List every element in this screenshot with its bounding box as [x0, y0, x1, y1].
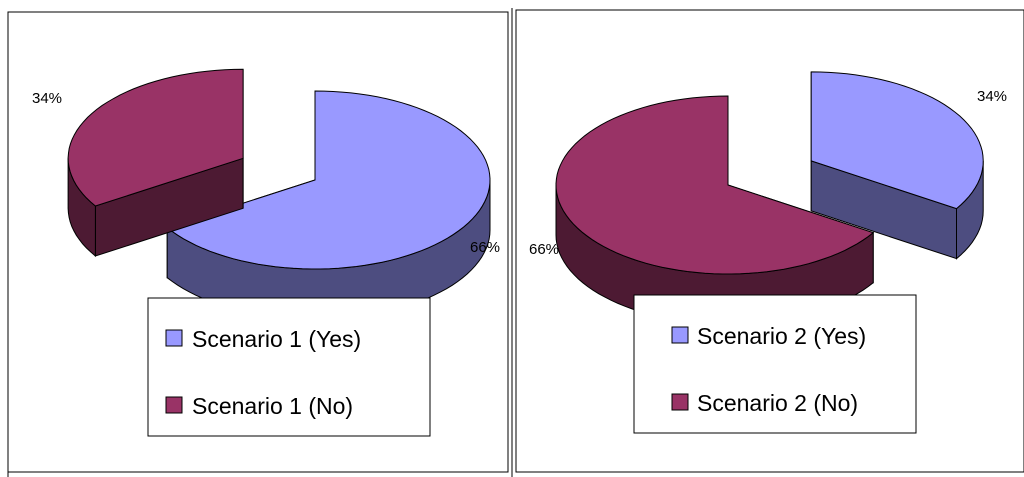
- chart-1-slice-1-top: [67, 68, 244, 207]
- chart-1-pie: [67, 68, 491, 320]
- chart-1-legend-label-no: Scenario 1 (No): [192, 393, 353, 419]
- chart-2-legend-label-no: Scenario 2 (No): [697, 390, 858, 416]
- chart-1-slice-0: [166, 90, 491, 320]
- chart-1-legend-label-yes: Scenario 1 (Yes): [192, 326, 361, 352]
- chart-2-legend-swatch-yes: [671, 326, 689, 344]
- chart-1-legend-swatch-no: [165, 396, 183, 414]
- chart-2-slice-label-no: 66%: [529, 241, 559, 258]
- chart-2-pie: [555, 71, 984, 325]
- chart-2-slice-0-top: [810, 71, 984, 210]
- chart-2-legend-label-yes: Scenario 2 (Yes): [697, 323, 866, 349]
- chart-1-slice-0-top: [166, 90, 491, 270]
- chart-2-legend: Scenario 2 (Yes) Scenario 2 (No): [633, 294, 917, 434]
- chart-2-slice-label-yes: 34%: [977, 88, 1007, 105]
- chart-2-slice-1: [555, 95, 875, 325]
- chart-1-legend-box: [147, 297, 431, 437]
- chart-1-slice-label-yes: 66%: [470, 239, 500, 256]
- chart-1-slice-label-no: 34%: [32, 90, 62, 107]
- chart-1-legend-swatch-yes: [165, 329, 183, 347]
- chart-2-slice-1-top: [555, 95, 875, 275]
- chart-1-slice-1: [67, 68, 244, 258]
- chart-1-legend: Scenario 1 (Yes) Scenario 1 (No): [147, 297, 431, 437]
- chart-2-slice-0: [810, 71, 984, 260]
- chart-2-legend-swatch-no: [671, 393, 689, 411]
